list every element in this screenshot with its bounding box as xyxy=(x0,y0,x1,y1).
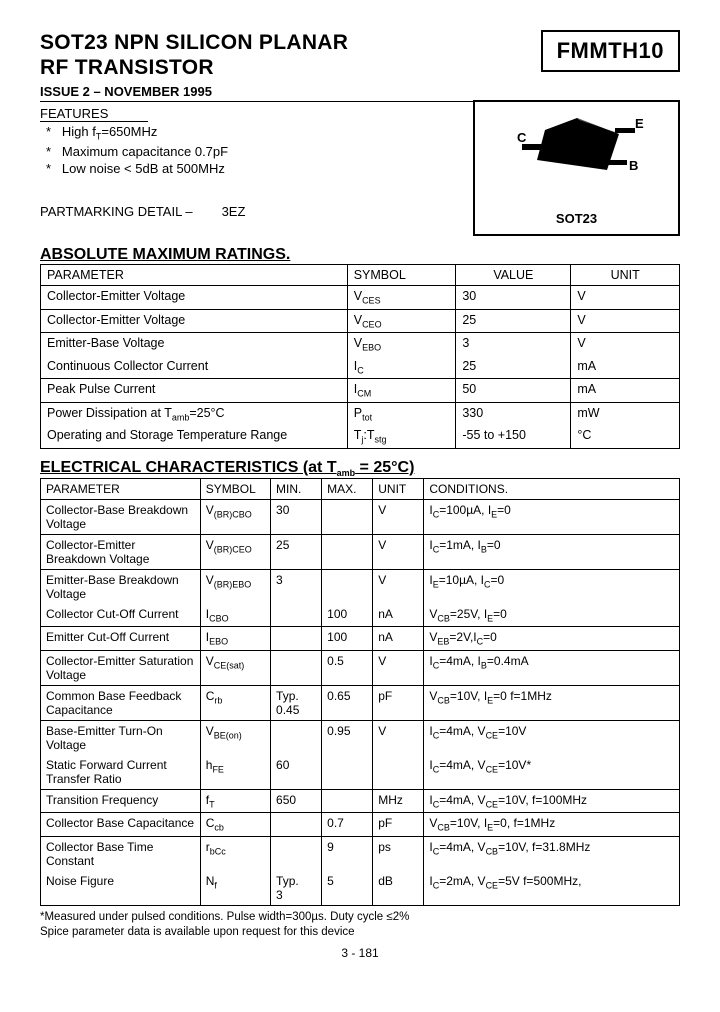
feature-item: * Maximum capacitance 0.7pF xyxy=(40,144,473,159)
amr-row: Power Dissipation at Tamb=25°CPtot330mW xyxy=(41,402,680,425)
features-column: FEATURES * High fT=650MHz * Maximum capac… xyxy=(40,102,473,219)
ec-heading: ELECTRICAL CHARACTERISTICS (at Tamb = 25… xyxy=(40,459,680,478)
features-package-row: FEATURES * High fT=650MHz * Maximum capac… xyxy=(40,102,680,236)
ec-row: Collector-Base Breakdown VoltageV(BR)CBO… xyxy=(41,500,680,535)
ec-row: Common Base Feedback CapacitanceCrbTyp. … xyxy=(41,685,680,720)
ec-col-symbol: SYMBOL xyxy=(200,479,270,500)
pin-e-label: E xyxy=(635,116,644,131)
partmarking: PARTMARKING DETAIL – 3EZ xyxy=(40,204,473,219)
ec-row: Collector Base Time ConstantrbCc9psIC=4m… xyxy=(41,836,680,871)
amr-col-symbol: SYMBOL xyxy=(347,265,456,286)
ec-row: Transition FrequencyfT650MHzIC=4mA, VCE=… xyxy=(41,789,680,812)
partmark-value: 3EZ xyxy=(222,204,246,219)
ec-header-row: PARAMETER SYMBOL MIN. MAX. UNIT CONDITIO… xyxy=(41,479,680,500)
amr-header-row: PARAMETER SYMBOL VALUE UNIT xyxy=(41,265,680,286)
ec-col-parameter: PARAMETER xyxy=(41,479,201,500)
ec-row: Collector-Emitter Saturation VoltageVCE(… xyxy=(41,650,680,685)
amr-row: Emitter-Base VoltageVEBO3V xyxy=(41,333,680,356)
footnote: *Measured under pulsed conditions. Pulse… xyxy=(40,910,680,940)
amr-row: Peak Pulse CurrentICM50mA xyxy=(41,379,680,403)
ec-col-max: MAX. xyxy=(322,479,373,500)
ec-row: Collector Base CapacitanceCcb0.7pFVCB=10… xyxy=(41,813,680,836)
ec-row: Emitter Cut-Off CurrentIEBO100nAVEB=2V,I… xyxy=(41,627,680,650)
page-number: 3 - 181 xyxy=(40,946,680,960)
ec-row: Static Forward Current Transfer RatiohFE… xyxy=(41,755,680,790)
pin-b-label: B xyxy=(629,158,638,173)
amr-table: PARAMETER SYMBOL VALUE UNIT Collector-Em… xyxy=(40,264,680,449)
feature-item: * High fT=650MHz xyxy=(40,124,473,142)
pin-c-label: C xyxy=(517,130,527,145)
partmark-label: PARTMARKING DETAIL – xyxy=(40,204,193,219)
datasheet-page: SOT23 NPN SILICON PLANAR RF TRANSISTOR F… xyxy=(0,0,720,1012)
ec-row: Collector-Emitter Breakdown VoltageV(BR)… xyxy=(41,535,680,570)
package-label: SOT23 xyxy=(489,211,664,226)
ec-row: Base-Emitter Turn-On VoltageVBE(on)0.95V… xyxy=(41,720,680,755)
ec-col-conditions: CONDITIONS. xyxy=(424,479,680,500)
amr-col-value: VALUE xyxy=(456,265,571,286)
footnote-line1: *Measured under pulsed conditions. Pulse… xyxy=(40,911,409,923)
ec-row: Collector Cut-Off CurrentICBO100nAVCB=25… xyxy=(41,604,680,627)
ec-col-unit: UNIT xyxy=(373,479,424,500)
features-heading: FEATURES xyxy=(40,106,148,122)
amr-row: Continuous Collector CurrentIC25mA xyxy=(41,356,680,379)
footnote-line2: Spice parameter data is available upon r… xyxy=(40,926,355,938)
title-line1: SOT23 NPN SILICON PLANAR xyxy=(40,30,541,55)
ec-row: Emitter-Base Breakdown VoltageV(BR)EBO3V… xyxy=(41,570,680,605)
part-number-box: FMMTH10 xyxy=(541,30,680,72)
ec-col-min: MIN. xyxy=(271,479,322,500)
ec-table: PARAMETER SYMBOL MIN. MAX. UNIT CONDITIO… xyxy=(40,478,680,906)
title-block: SOT23 NPN SILICON PLANAR RF TRANSISTOR xyxy=(40,30,541,80)
amr-row: Collector-Emitter VoltageVCES30V xyxy=(41,286,680,310)
amr-row: Collector-Emitter VoltageVCEO25V xyxy=(41,309,680,333)
title-line2: RF TRANSISTOR xyxy=(40,55,541,80)
amr-row: Operating and Storage Temperature RangeT… xyxy=(41,425,680,448)
amr-col-unit: UNIT xyxy=(571,265,680,286)
package-diagram: C E B xyxy=(507,112,647,202)
ec-row: Noise FigureNfTyp. 35dBIC=2mA, VCE=5V f=… xyxy=(41,871,680,906)
amr-col-parameter: PARAMETER xyxy=(41,265,348,286)
package-box: C E B SOT23 xyxy=(473,100,680,236)
features-list: * High fT=650MHz * Maximum capacitance 0.… xyxy=(40,124,473,176)
feature-item: * Low noise < 5dB at 500MHz xyxy=(40,161,473,176)
header-row: SOT23 NPN SILICON PLANAR RF TRANSISTOR F… xyxy=(40,30,680,80)
amr-heading: ABSOLUTE MAXIMUM RATINGS. xyxy=(40,246,680,264)
